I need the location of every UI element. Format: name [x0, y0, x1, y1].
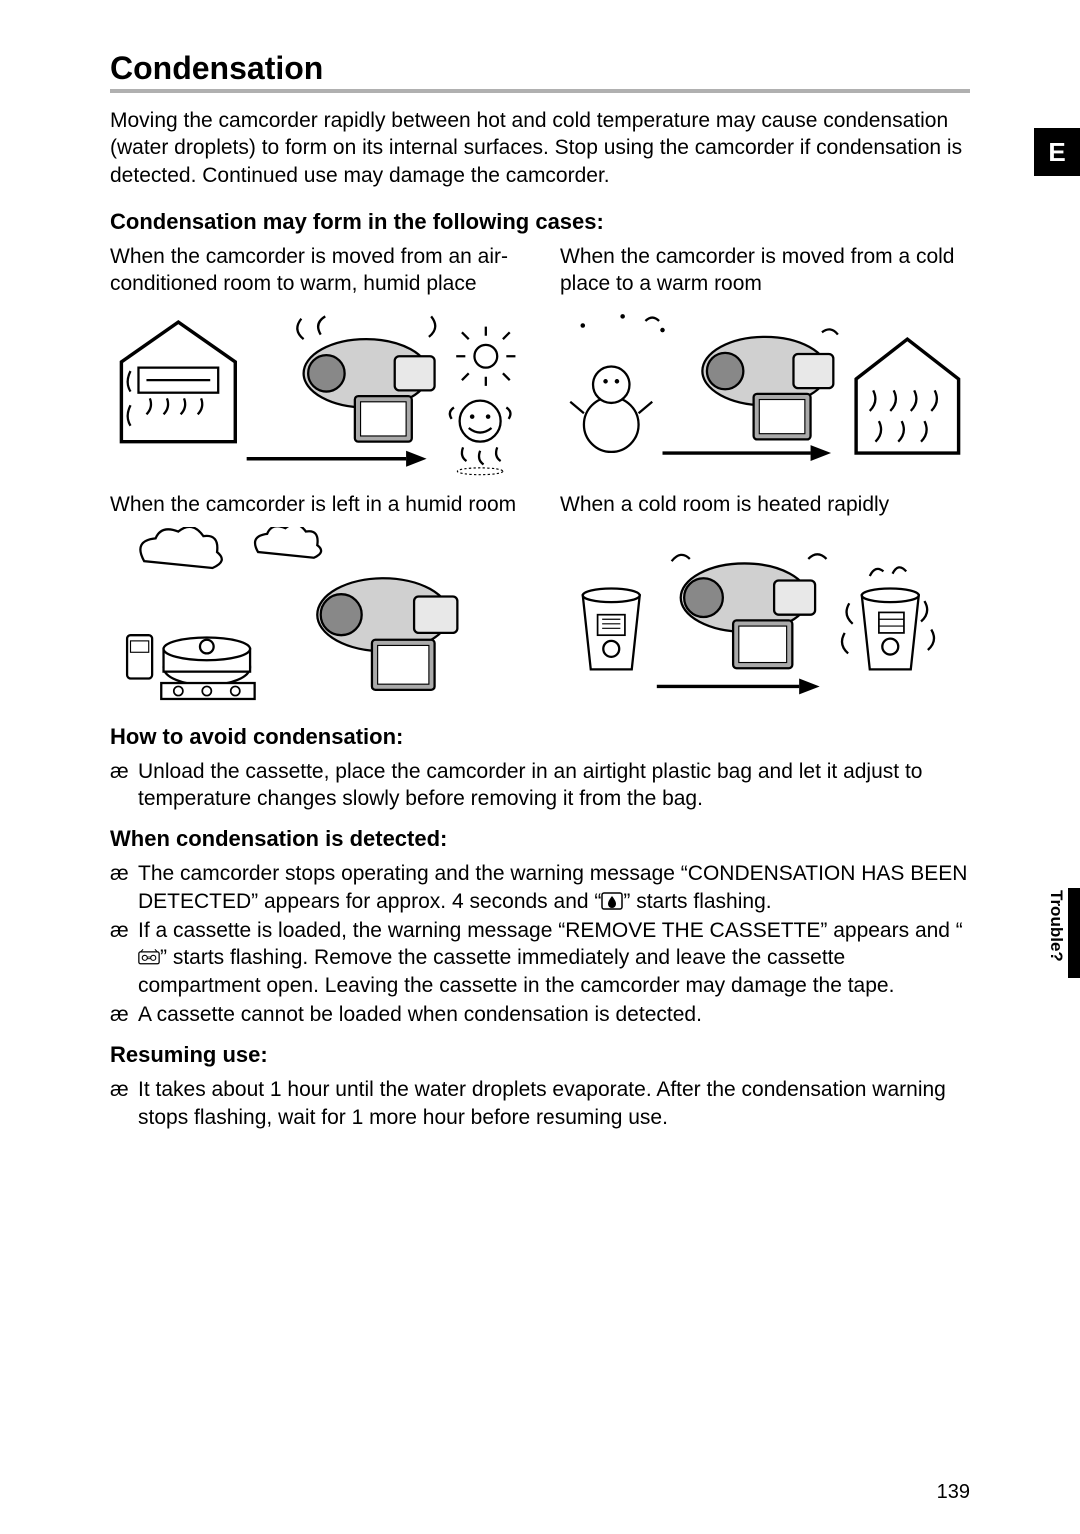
bullet-text: A cassette cannot be loaded when condens…: [138, 1001, 970, 1028]
section-title: Condensation: [110, 50, 323, 86]
bullet-mark: æ: [110, 1076, 138, 1131]
bullet-mark: æ: [110, 860, 138, 915]
case-text: When a cold room is heated rapidly: [560, 491, 970, 518]
detected-bullets: æThe camcorder stops operating and the w…: [110, 860, 970, 1028]
case-text: When the camcorder is moved from a cold …: [560, 243, 970, 298]
bullet-mark: æ: [110, 1001, 138, 1028]
droplet-icon: [601, 890, 623, 913]
cassette-icon: [138, 946, 160, 969]
page-content: Condensation Moving the camcorder rapidl…: [0, 0, 1080, 1185]
cases-row-1: When the camcorder is moved from an air-…: [110, 243, 970, 481]
illustration-ac-to-warm: [110, 305, 520, 476]
bullet-text: It takes about 1 hour until the water dr…: [138, 1076, 970, 1131]
resume-heading: Resuming use:: [110, 1042, 970, 1068]
bullet-text: If a cassette is loaded, the warning mes…: [138, 917, 970, 999]
illustration-cold-to-warm: [560, 305, 970, 476]
cases-heading: Condensation may form in the following c…: [110, 209, 970, 235]
illustration-heated-rapidly: [560, 527, 970, 709]
bullet-mark: æ: [110, 917, 138, 999]
illustration-humid-room: [110, 527, 520, 709]
avoid-bullets: æ Unload the cassette, place the camcord…: [110, 758, 970, 813]
cases-row-2: When the camcorder is left in a humid ro…: [110, 491, 970, 714]
intro-paragraph: Moving the camcorder rapidly between hot…: [110, 107, 970, 189]
resume-bullets: æ It takes about 1 hour until the water …: [110, 1076, 970, 1131]
page-number: 139: [937, 1481, 970, 1504]
bullet-text: The camcorder stops operating and the wa…: [138, 860, 970, 915]
section-title-rule: Condensation: [110, 50, 970, 93]
bullet-text: Unload the cassette, place the camcorder…: [138, 758, 970, 813]
detected-heading: When condensation is detected:: [110, 826, 970, 852]
case-text: When the camcorder is moved from an air-…: [110, 243, 520, 298]
case-text: When the camcorder is left in a humid ro…: [110, 491, 520, 518]
avoid-heading: How to avoid condensation:: [110, 724, 970, 750]
bullet-mark: æ: [110, 758, 138, 813]
